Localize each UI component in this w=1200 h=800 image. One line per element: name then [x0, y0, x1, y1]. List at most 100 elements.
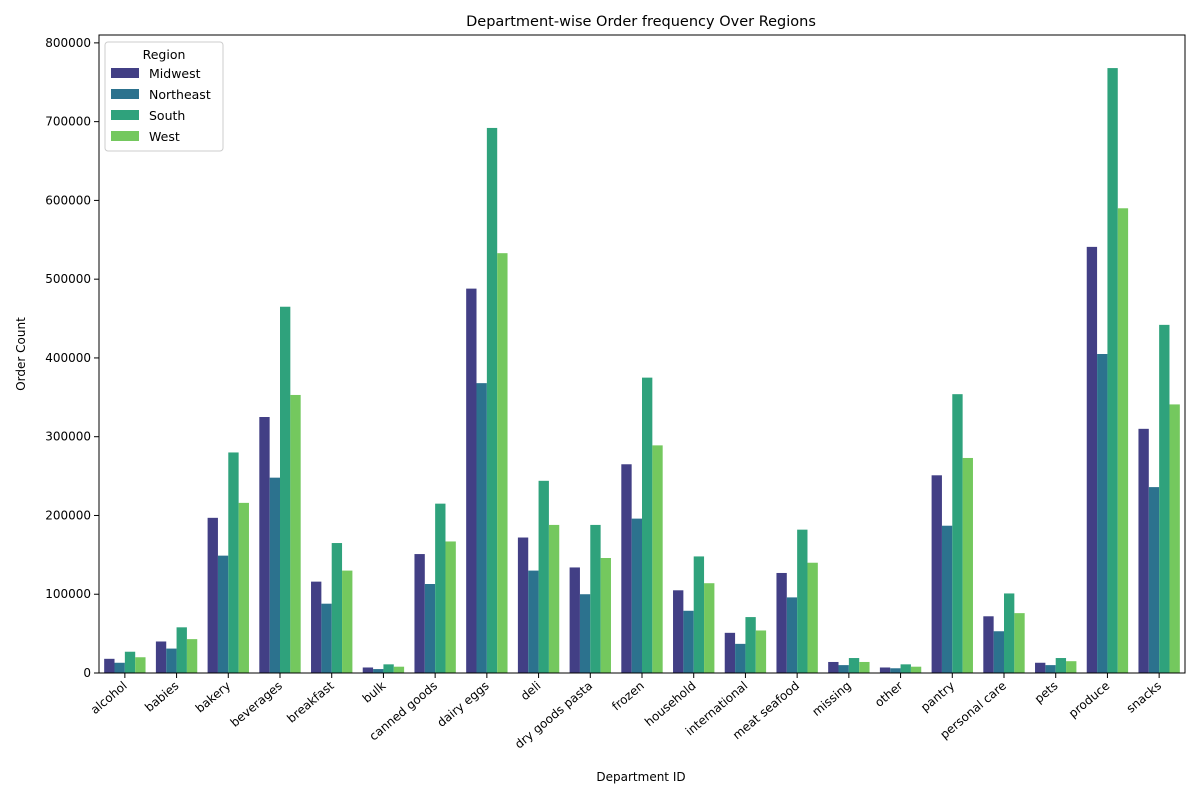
bar-midwest-other	[879, 667, 891, 673]
bar-west-babies	[186, 639, 198, 673]
bar-west-personal-care	[1014, 613, 1025, 673]
bar-south-beverages	[280, 306, 291, 673]
x-tick-label: other	[872, 679, 906, 710]
bar-south-breakfast	[331, 543, 343, 673]
bar-west-beverages	[290, 394, 301, 673]
bar-northeast-canned-goods	[424, 584, 436, 673]
bar-west-dry-goods-pasta	[600, 558, 611, 673]
bar-west-produce	[1117, 208, 1129, 673]
bar-northeast-dairy-eggs	[476, 383, 487, 673]
bar-south-bulk	[383, 664, 394, 673]
bar-west-other	[910, 666, 922, 673]
bar-south-pets	[1055, 658, 1067, 673]
bar-west-household	[704, 583, 715, 673]
bar-midwest-missing	[828, 661, 839, 673]
x-tick-label: breakfast	[284, 678, 337, 725]
legend-swatch-west	[111, 131, 139, 141]
bar-west-bakery	[238, 502, 249, 673]
legend-label-south: South	[149, 108, 185, 123]
bar-west-pantry	[962, 457, 973, 673]
x-tick-label: pantry	[918, 679, 957, 715]
y-tick-label: 700000	[45, 115, 91, 129]
bar-midwest-snacks	[1138, 428, 1149, 673]
bar-midwest-deli	[517, 537, 529, 673]
bar-northeast-deli	[528, 570, 539, 673]
bar-midwest-produce	[1086, 246, 1098, 673]
bar-south-personal-care	[1004, 593, 1015, 673]
x-tick-label: bakery	[193, 679, 233, 716]
bar-south-meat-seafood	[797, 529, 808, 673]
bar-northeast-household	[683, 610, 694, 673]
bar-south-frozen	[642, 377, 653, 673]
chart-title: Department-wise Order frequency Over Reg…	[466, 14, 816, 30]
bar-south-dairy-eggs	[486, 127, 498, 673]
bar-midwest-bakery	[207, 517, 218, 673]
bar-west-dairy-eggs	[497, 253, 508, 673]
bar-midwest-breakfast	[311, 581, 322, 673]
x-tick-label: deli	[518, 679, 544, 704]
bar-west-international	[755, 630, 767, 673]
y-tick-label: 400000	[45, 351, 91, 365]
legend-label-northeast: Northeast	[149, 87, 211, 102]
x-tick-label: missing	[809, 679, 853, 719]
x-tick-label: babies	[142, 679, 181, 715]
bar-midwest-alcohol	[104, 658, 115, 673]
bar-northeast-personal-care	[993, 631, 1004, 673]
bar-northeast-bakery	[217, 555, 229, 673]
bar-west-missing	[859, 661, 870, 673]
bar-west-frozen	[652, 445, 663, 673]
bar-northeast-dry-goods-pasta	[579, 594, 591, 673]
bar-northeast-meat-seafood	[786, 597, 798, 673]
bar-south-bakery	[228, 452, 239, 673]
legend-swatch-northeast	[111, 89, 139, 99]
x-tick-label: bulk	[360, 679, 389, 706]
bar-south-snacks	[1159, 324, 1170, 673]
bar-northeast-babies	[166, 648, 177, 673]
bar-midwest-pets	[1035, 662, 1046, 673]
bar-midwest-meat-seafood	[776, 572, 787, 673]
bar-south-alcohol	[124, 651, 136, 673]
legend-title: Region	[143, 47, 186, 62]
bar-south-deli	[538, 480, 549, 673]
x-tick-label: dairy eggs	[435, 679, 492, 730]
bar-south-dry-goods-pasta	[590, 524, 601, 673]
bar-south-missing	[848, 658, 860, 673]
x-tick-label: snacks	[1124, 679, 1164, 716]
bars-group	[104, 68, 1180, 673]
legend-label-west: West	[149, 129, 180, 144]
y-axis-title: Order Count	[14, 317, 28, 391]
bar-west-pets	[1066, 661, 1077, 673]
legend-swatch-south	[111, 110, 139, 120]
bar-midwest-personal-care	[983, 616, 994, 673]
bar-south-babies	[176, 627, 187, 673]
legend-swatch-midwest	[111, 68, 139, 78]
bar-west-alcohol	[135, 657, 146, 673]
y-tick-label: 200000	[45, 508, 91, 522]
bar-west-bulk	[393, 666, 405, 673]
legend: Region Midwest Northeast South West	[104, 41, 224, 152]
y-tick-label: 800000	[45, 36, 91, 50]
y-tick-label: 600000	[45, 193, 91, 207]
plot-frame	[98, 34, 1186, 674]
bar-west-deli	[548, 524, 560, 673]
x-tick-label: produce	[1066, 679, 1112, 721]
bar-northeast-beverages	[269, 477, 280, 673]
x-axis-title: Department ID	[596, 770, 685, 784]
bar-south-produce	[1107, 68, 1118, 673]
bar-northeast-bulk	[373, 669, 384, 673]
bar-south-canned-goods	[435, 503, 446, 673]
bar-northeast-alcohol	[114, 662, 125, 673]
bar-northeast-snacks	[1148, 487, 1160, 673]
bar-northeast-international	[735, 643, 746, 673]
bar-northeast-missing	[838, 665, 849, 673]
bar-south-other	[900, 664, 911, 673]
bar-northeast-produce	[1097, 354, 1108, 673]
bar-midwest-canned-goods	[414, 554, 425, 673]
bar-south-household	[693, 556, 705, 673]
bar-midwest-international	[724, 632, 736, 673]
x-tick-label: beverages	[228, 679, 285, 730]
bar-midwest-pantry	[931, 475, 942, 673]
legend-label-midwest: Midwest	[149, 66, 201, 81]
y-axis: 0 100000 200000 300000 400000 500000 600000 700…	[45, 36, 99, 680]
